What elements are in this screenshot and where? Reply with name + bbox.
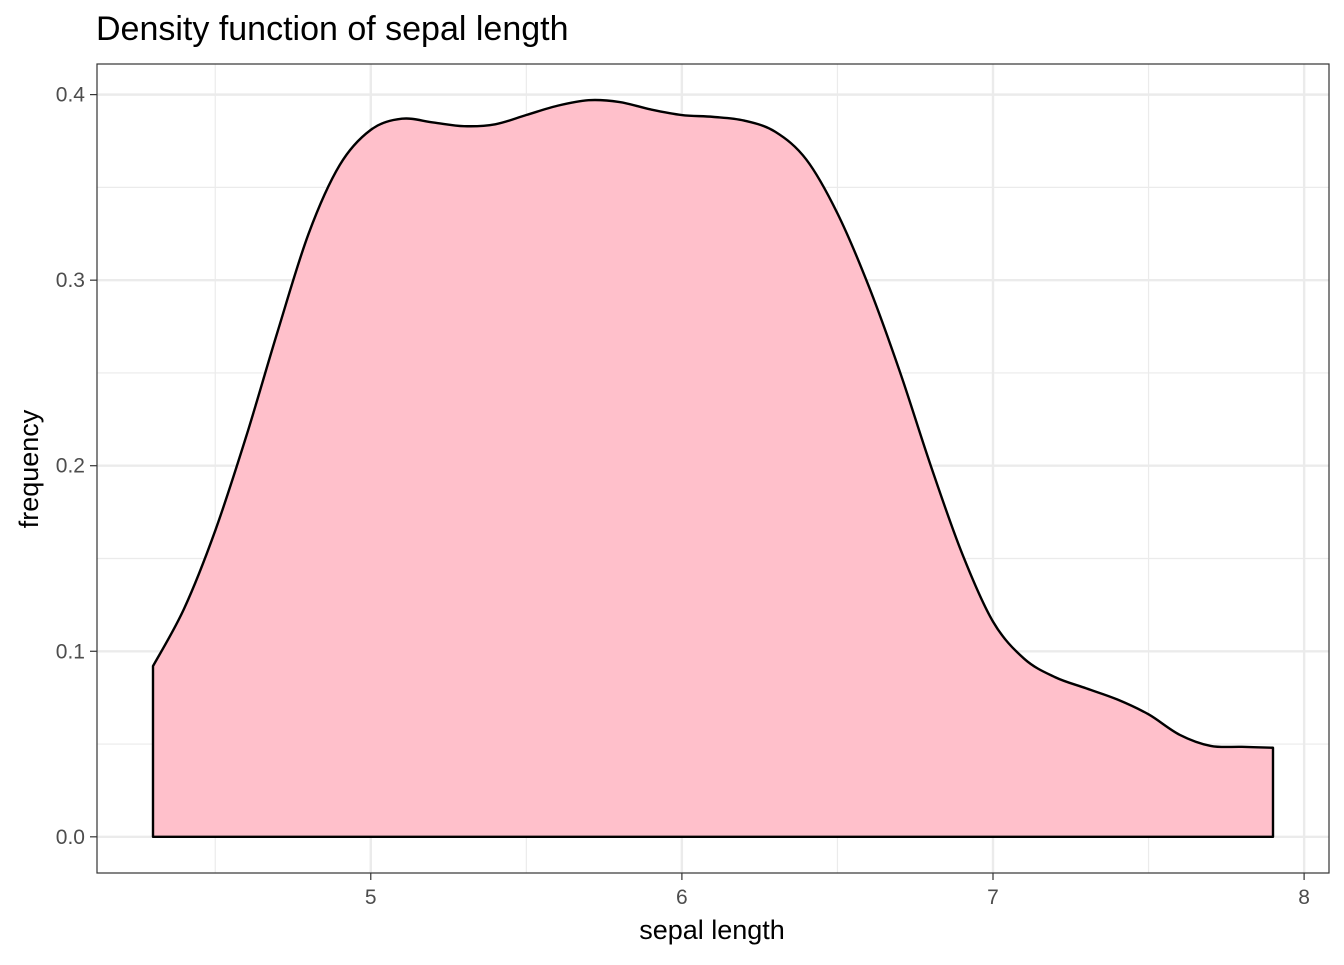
panel-border [96,63,1330,874]
chart-title: Density function of sepal length [96,10,569,48]
density-area [153,99,1273,837]
x-tick-label: 7 [987,886,999,909]
y-axis-label: frequency [14,409,44,528]
x-tick-label: 5 [365,886,377,909]
y-tick-label: 0.1 [56,640,85,663]
x-tick-label: 6 [676,886,688,909]
y-tick-label: 0.0 [56,826,85,849]
x-axis-ticks: 5 6 7 8 [365,873,1310,909]
x-tick-label: 8 [1298,886,1310,909]
y-axis-ticks: 0.0 0.1 0.2 0.3 0.4 [56,84,97,849]
x-axis-label: sepal length [639,915,785,945]
density-outline [151,98,1275,839]
y-tick-label: 0.3 [56,269,85,292]
y-tick-label: 0.2 [56,455,85,478]
y-tick-label: 0.4 [56,84,86,107]
